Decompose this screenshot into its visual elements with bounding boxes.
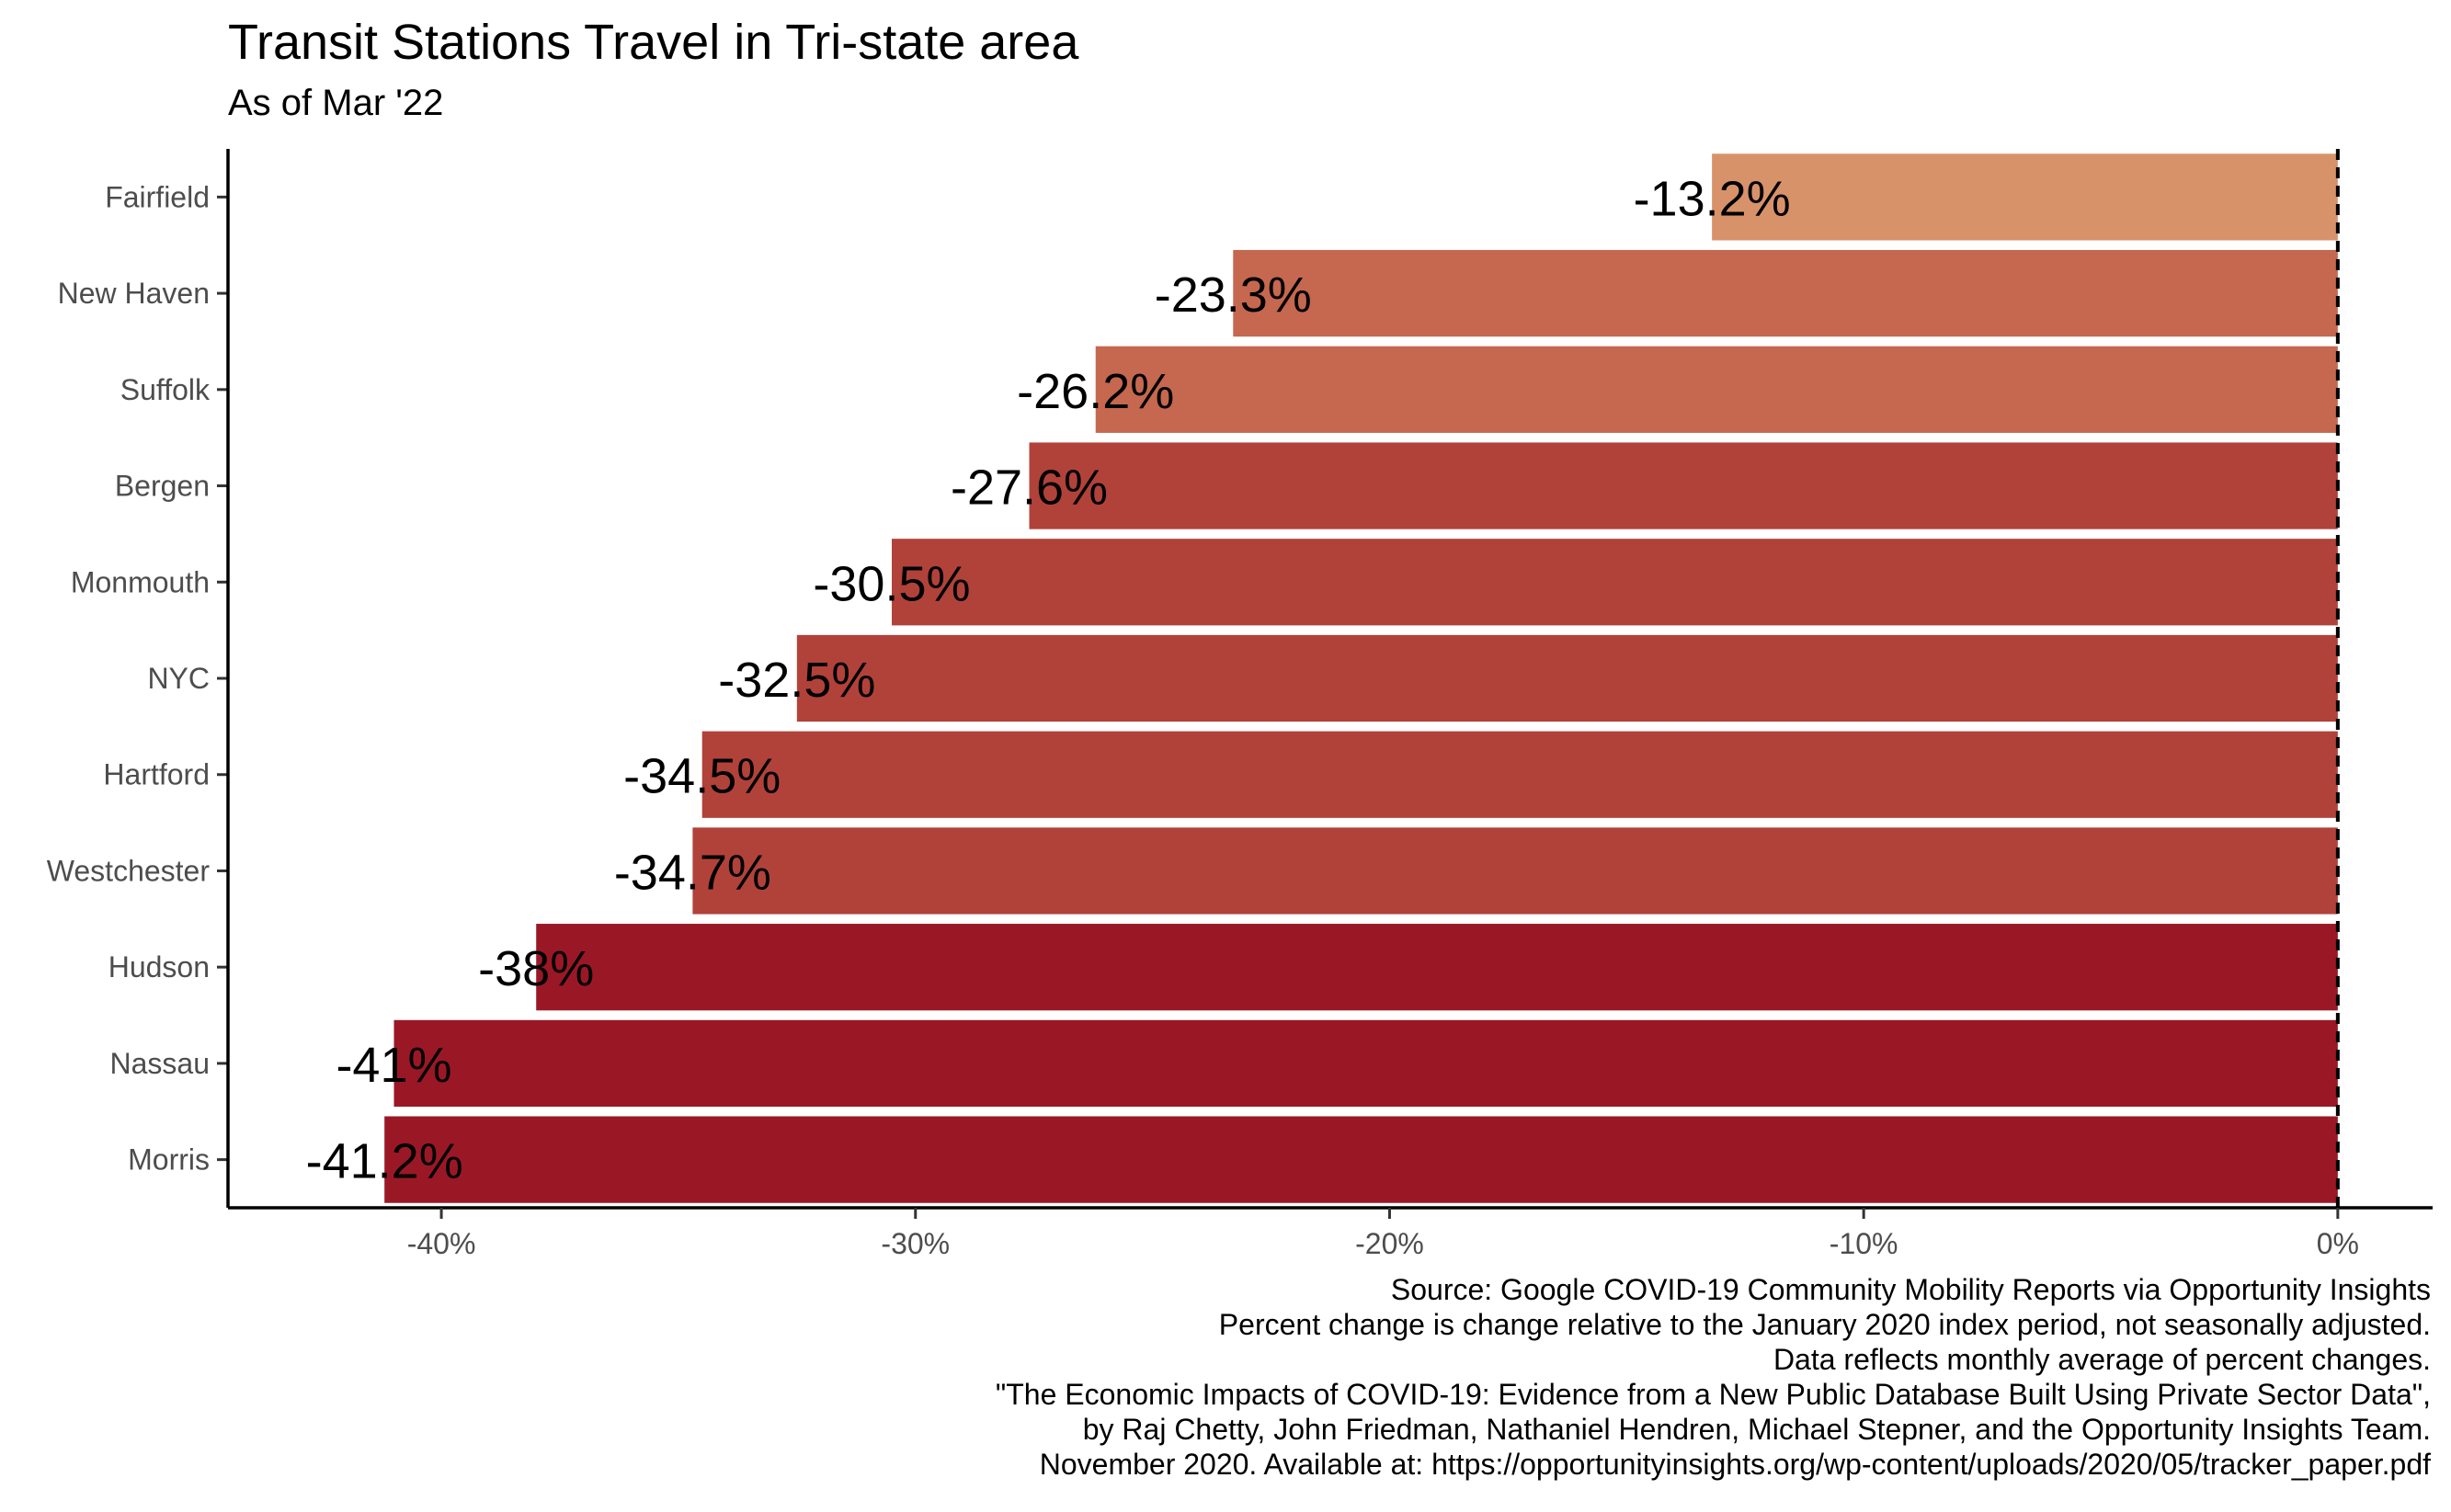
caption-line: Data reflects monthly average of percent… <box>1773 1343 2431 1376</box>
y-tick-label: New Haven <box>58 277 210 310</box>
bar-monmouth <box>891 539 2338 626</box>
y-tick-label: NYC <box>147 662 210 695</box>
y-tick-label: Bergen <box>115 470 210 503</box>
value-label: -41.2% <box>306 1134 463 1189</box>
value-label: -34.7% <box>614 845 771 900</box>
bar-fairfield <box>1712 153 2338 241</box>
value-label: -26.2% <box>1017 364 1174 419</box>
value-label: -32.5% <box>718 653 875 708</box>
source-caption: Source: Google COVID-19 Community Mobili… <box>996 1272 2431 1482</box>
caption-line: Percent change is change relative to the… <box>1218 1308 2431 1341</box>
value-label: -27.6% <box>951 460 1108 516</box>
y-tick-label: Morris <box>128 1143 210 1177</box>
y-tick-label: Monmouth <box>71 565 210 598</box>
bar-bergen <box>1029 442 2338 529</box>
bar-hudson <box>536 924 2338 1011</box>
y-tick-label: Fairfield <box>105 180 210 213</box>
axes-layer: Fairfield New Haven Suffolk Bergen Monmouth N… <box>47 149 2433 1260</box>
x-tick-label: 0% <box>2317 1227 2359 1260</box>
bar-morris <box>384 1116 2338 1203</box>
chart-subtitle: As of Mar '22 <box>228 83 444 123</box>
bar-new-haven <box>1233 249 2338 337</box>
y-tick-label: Hartford <box>103 758 210 791</box>
chart-title: Transit Stations Travel in Tri-state are… <box>228 15 1079 70</box>
y-tick-label: Nassau <box>110 1047 211 1080</box>
y-tick-label: Hudson <box>108 950 210 983</box>
bar-suffolk <box>1095 346 2338 433</box>
value-label: -41% <box>336 1038 451 1093</box>
x-tick-label: -30% <box>881 1227 950 1260</box>
caption-line: by Raj Chetty, John Friedman, Nathaniel … <box>1082 1413 2431 1446</box>
value-label: -30.5% <box>813 556 970 611</box>
caption-line: "The Economic Impacts of COVID-19: Evide… <box>995 1378 2431 1411</box>
value-label: -38% <box>478 941 594 996</box>
bar-nassau <box>393 1019 2338 1108</box>
caption-line: Source: Google COVID-19 Community Mobili… <box>1390 1273 2431 1306</box>
x-tick-label: -10% <box>1830 1227 1898 1260</box>
caption-line: November 2020. Available at: https://opp… <box>1039 1448 2431 1481</box>
y-tick-label: Westchester <box>47 854 211 887</box>
x-tick-label: -20% <box>1355 1227 1424 1260</box>
value-labels-layer: -13.2% -23.3% -26.2% -27.6% -30.5% -32.5% -34.… <box>306 171 1791 1188</box>
bar-westchester <box>692 827 2338 915</box>
x-tick-label: -40% <box>407 1227 476 1260</box>
value-label: -13.2% <box>1634 171 1791 226</box>
value-label: -34.5% <box>623 749 781 804</box>
bars-layer <box>384 153 2338 1203</box>
bar-chart: -13.2% -23.3% -26.2% -27.6% -30.5% -32.5% -34.… <box>47 149 2433 1260</box>
bar-hartford <box>701 731 2338 818</box>
value-label: -23.3% <box>1155 267 1312 323</box>
bar-nyc <box>796 634 2338 722</box>
y-tick-label: Suffolk <box>120 373 211 406</box>
